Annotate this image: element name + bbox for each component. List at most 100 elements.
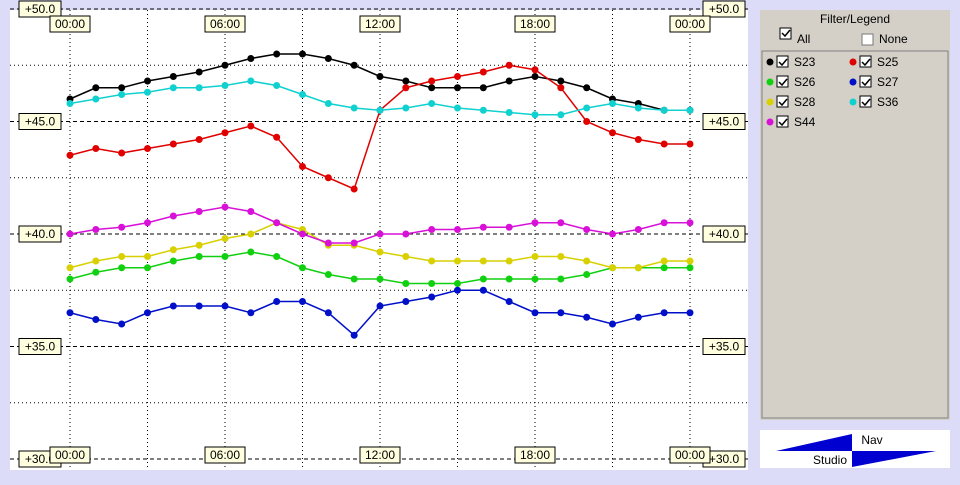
data-point: [376, 248, 384, 256]
data-point: [660, 264, 668, 272]
data-point: [376, 230, 384, 238]
x-tick-label: 12:00: [365, 17, 395, 31]
data-point: [92, 268, 100, 276]
legend-checkbox[interactable]: [859, 75, 872, 88]
data-point: [609, 129, 616, 137]
y-tick-label-right: +50.0: [709, 2, 740, 16]
data-point: [428, 100, 436, 107]
data-point: [686, 264, 694, 272]
legend-checkbox[interactable]: [776, 95, 789, 108]
data-point: [195, 241, 203, 249]
data-point: [118, 149, 126, 157]
data-point: [660, 309, 668, 317]
legend-label[interactable]: S44: [794, 115, 816, 129]
data-point: [686, 140, 694, 148]
data-point: [169, 73, 177, 80]
studio-label[interactable]: Studio: [813, 453, 847, 467]
legend-label[interactable]: S23: [794, 55, 816, 69]
y-tick-label: +45.0: [25, 115, 56, 129]
data-point: [402, 253, 410, 260]
data-point: [376, 275, 384, 283]
legend-label[interactable]: S28: [794, 95, 816, 109]
data-point: [273, 298, 281, 305]
data-point: [686, 106, 694, 114]
legend-checkbox[interactable]: [859, 95, 872, 108]
legend-label[interactable]: S27: [877, 75, 899, 89]
data-point: [479, 275, 487, 283]
checkbox-all[interactable]: [779, 27, 792, 40]
data-point: [66, 100, 74, 107]
data-point: [350, 239, 358, 247]
data-point: [247, 122, 255, 130]
data-point: [505, 77, 513, 85]
legend-checkbox[interactable]: [776, 115, 789, 128]
data-point: [583, 226, 591, 233]
data-point: [557, 253, 565, 260]
y-tick-label-box: [18, 225, 62, 243]
data-point: [505, 298, 513, 305]
checkbox-none[interactable]: [861, 33, 874, 46]
legend-checkbox[interactable]: [776, 55, 789, 68]
data-point: [273, 219, 281, 227]
data-point: [144, 264, 151, 272]
data-point: [454, 257, 461, 265]
data-point: [66, 264, 74, 272]
x-tick-label: 00:00: [55, 17, 85, 31]
data-point: [402, 104, 410, 112]
data-point: [376, 302, 384, 310]
data-point: [479, 257, 487, 265]
nav-label[interactable]: Nav: [861, 433, 882, 447]
data-point: [273, 82, 281, 89]
data-point: [454, 84, 461, 92]
data-point: [402, 298, 410, 305]
data-point: [299, 163, 306, 170]
data-point: [299, 230, 306, 238]
legend-swatch: [766, 98, 774, 106]
data-point: [634, 264, 642, 272]
legend-title: Filter/Legend: [820, 12, 890, 26]
x-tick-label-box: [514, 15, 556, 33]
data-point: [686, 257, 694, 265]
check: [861, 58, 871, 67]
data-point: [531, 253, 539, 260]
data-point: [505, 223, 513, 231]
data-point: [92, 226, 100, 233]
legend-checkbox[interactable]: [859, 55, 872, 68]
data-point: [454, 280, 461, 287]
nav-shape: [852, 451, 936, 467]
data-point: [221, 203, 229, 211]
data-point: [92, 316, 100, 323]
data-point: [247, 208, 255, 215]
legend-label[interactable]: S25: [877, 55, 899, 69]
data-point: [350, 331, 358, 339]
legend-label[interactable]: S26: [794, 75, 816, 89]
y-tick-label-right: +35.0: [709, 340, 740, 354]
y-tick-label-right-box: [702, 0, 746, 18]
y-tick-label: +40.0: [25, 227, 56, 241]
data-point: [221, 129, 229, 137]
x-tick-label-bottom: 12:00: [365, 448, 395, 462]
data-point: [634, 104, 642, 112]
data-point: [247, 77, 255, 85]
legend-label[interactable]: S36: [877, 95, 899, 109]
data-point: [531, 73, 539, 80]
y-tick-label: +50.0: [25, 2, 56, 16]
all-label[interactable]: All: [797, 32, 810, 46]
data-point: [144, 253, 151, 260]
data-point: [273, 253, 281, 260]
data-point: [247, 248, 255, 256]
data-point: [144, 219, 151, 227]
check: [861, 78, 871, 87]
legend-checkbox[interactable]: [776, 75, 789, 88]
none-label[interactable]: None: [879, 32, 908, 46]
data-point: [221, 82, 229, 89]
y-tick-label-box: [18, 0, 62, 18]
data-point: [428, 226, 436, 233]
y-tick-label-box: [18, 113, 62, 130]
data-point: [299, 91, 306, 98]
data-point: [454, 104, 461, 112]
data-point: [92, 95, 100, 103]
y-tick-label-right-box: [702, 225, 746, 243]
x-tick-label: 06:00: [210, 17, 240, 31]
data-point: [195, 253, 203, 260]
